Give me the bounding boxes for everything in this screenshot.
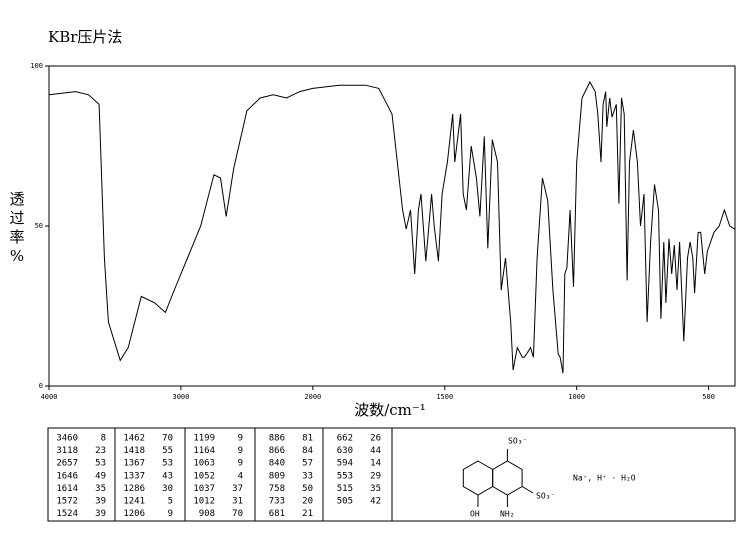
x-tick-label: 1500 <box>436 393 453 401</box>
x-tick-label: 4000 <box>41 393 58 401</box>
substituent-label: SO₃⁻ <box>536 492 555 501</box>
peak-wavenumber: 1418 <box>123 446 145 456</box>
peak-transmittance: 8 <box>101 434 106 444</box>
peak-wavenumber: 1614 <box>56 484 78 494</box>
peak-transmittance: 29 <box>370 471 381 481</box>
peak-transmittance: 37 <box>232 484 243 494</box>
peak-wavenumber: 1462 <box>123 434 145 444</box>
y-axis-label: 透过率% <box>9 190 24 265</box>
ring <box>492 460 523 496</box>
peak-transmittance: 35 <box>370 484 381 494</box>
peak-wavenumber: 1241 <box>123 497 145 507</box>
peak-wavenumber: 1164 <box>193 446 215 456</box>
peak-transmittance: 49 <box>95 471 106 481</box>
peak-wavenumber: 840 <box>269 459 285 469</box>
y-tick-label: 0 <box>39 382 43 390</box>
peak-wavenumber: 758 <box>269 484 285 494</box>
peak-transmittance: 9 <box>168 509 173 519</box>
structure-bonds <box>462 449 534 507</box>
peak-wavenumber: 1206 <box>123 509 145 519</box>
peak-transmittance: 4 <box>238 471 243 481</box>
peak-wavenumber: 3460 <box>56 434 78 444</box>
x-tick-label: 1000 <box>568 393 585 401</box>
peak-wavenumber: 3118 <box>56 446 78 456</box>
peak-transmittance: 31 <box>232 497 243 507</box>
peak-transmittance: 43 <box>162 471 173 481</box>
peak-transmittance: 84 <box>302 446 313 456</box>
peak-wavenumber: 2657 <box>56 459 78 469</box>
peak-transmittance: 44 <box>370 446 381 456</box>
peak-wavenumber: 1286 <box>123 484 145 494</box>
peak-wavenumber: 553 <box>337 471 353 481</box>
peak-wavenumber: 1063 <box>193 459 215 469</box>
peak-wavenumber: 1037 <box>193 484 215 494</box>
peak-transmittance: 50 <box>302 484 313 494</box>
peak-transmittance: 57 <box>302 459 313 469</box>
substituent-label: SO₃⁻ <box>508 437 527 446</box>
ring <box>462 460 494 496</box>
peak-wavenumber: 505 <box>337 497 353 507</box>
peak-wavenumber: 1646 <box>56 471 78 481</box>
peak-transmittance: 53 <box>162 459 173 469</box>
peak-wavenumber: 866 <box>269 446 285 456</box>
peak-wavenumber: 908 <box>199 509 215 519</box>
peak-wavenumber: 886 <box>269 434 285 444</box>
peak-wavenumber: 515 <box>337 484 353 494</box>
peak-transmittance: 70 <box>162 434 173 444</box>
peak-transmittance: 23 <box>95 446 106 456</box>
peak-transmittance: 5 <box>168 497 173 507</box>
peak-transmittance: 9 <box>238 446 243 456</box>
peak-transmittance: 33 <box>302 471 313 481</box>
substituent-label: OH <box>470 510 480 519</box>
peak-transmittance: 53 <box>95 459 106 469</box>
peak-wavenumber: 1572 <box>56 497 78 507</box>
x-tick-label: 3000 <box>172 393 189 401</box>
peak-transmittance: 70 <box>232 509 243 519</box>
peak-wavenumber: 681 <box>269 509 285 519</box>
peak-wavenumber: 630 <box>337 446 353 456</box>
peak-wavenumber: 1012 <box>193 497 215 507</box>
y-tick-label: 100 <box>30 62 43 70</box>
peak-transmittance: 55 <box>162 446 173 456</box>
spectrum-line <box>48 80 736 374</box>
substituent-label: NH₂ <box>500 510 514 519</box>
peak-wavenumber: 1199 <box>193 434 215 444</box>
peak-transmittance: 9 <box>238 434 243 444</box>
peak-transmittance: 42 <box>370 497 381 507</box>
x-tick-label: 500 <box>702 393 715 401</box>
peak-wavenumber: 733 <box>269 497 285 507</box>
peak-transmittance: 21 <box>302 509 313 519</box>
counter-ion-label: Na⁺, H⁺ · H₂O <box>573 474 636 483</box>
peak-transmittance: 26 <box>370 434 381 444</box>
peak-wavenumber: 1367 <box>123 459 145 469</box>
peak-wavenumber: 809 <box>269 471 285 481</box>
peak-transmittance: 30 <box>162 484 173 494</box>
y-tick-label: 50 <box>35 222 43 230</box>
x-axis-label: 波数/cm⁻¹ <box>354 401 426 419</box>
peak-wavenumber: 662 <box>337 434 353 444</box>
peak-wavenumber: 1337 <box>123 471 145 481</box>
peak-wavenumber: 1052 <box>193 471 215 481</box>
peak-transmittance: 39 <box>95 509 106 519</box>
chart-title: KBr压片法 <box>48 28 122 46</box>
x-tick-label: 2000 <box>304 393 321 401</box>
peak-transmittance: 20 <box>302 497 313 507</box>
peak-transmittance: 81 <box>302 434 313 444</box>
peak-wavenumber: 594 <box>337 459 353 469</box>
bond <box>521 486 534 494</box>
peak-transmittance: 35 <box>95 484 106 494</box>
peak-transmittance: 9 <box>238 459 243 469</box>
peak-wavenumber: 1524 <box>56 509 78 519</box>
peak-transmittance: 14 <box>370 459 381 469</box>
peak-transmittance: 39 <box>95 497 106 507</box>
